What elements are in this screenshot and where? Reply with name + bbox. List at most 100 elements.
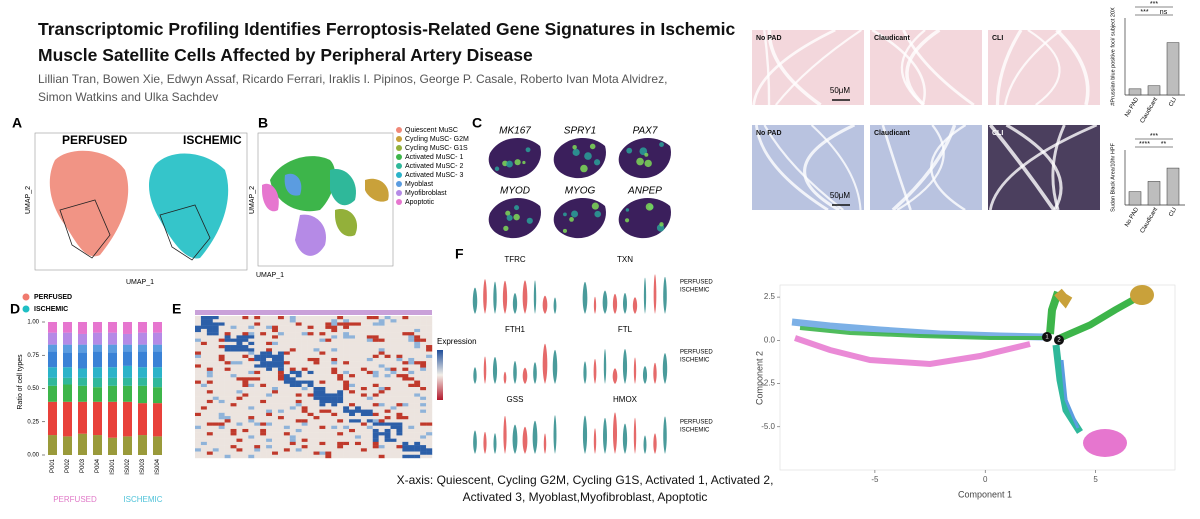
violin: [512, 293, 518, 314]
heatmap-cell: [218, 335, 225, 339]
heatmap-cell: [372, 354, 379, 359]
heatmap-cell: [378, 377, 385, 381]
heatmap-cell: [349, 438, 356, 443]
heatmap-cell: [372, 325, 379, 330]
heatmap-cell: [254, 419, 261, 423]
heatmap-cell: [200, 441, 208, 446]
heatmap-cell: [218, 416, 225, 420]
heatmap-cell: [366, 387, 373, 391]
heatmap-cell: [366, 370, 373, 375]
heatmap-cell: [301, 332, 308, 336]
x-tick-label: Claudicant: [1140, 97, 1160, 125]
heatmap-cell: [426, 399, 433, 404]
heatmap-cell: [254, 445, 261, 449]
heatmap-cell: [313, 451, 320, 455]
heatmap-cell: [289, 419, 296, 423]
heatmap-cell: [254, 441, 261, 446]
heatmap-cell: [277, 332, 285, 336]
heatmap-cell: [390, 438, 397, 443]
branch-node: 1: [1045, 335, 1049, 341]
heatmap-cell: [420, 454, 427, 459]
violin: [473, 367, 477, 384]
heatmap-cell: [408, 399, 415, 404]
heatmap-cell: [200, 438, 208, 443]
heatmap-cell: [266, 393, 273, 397]
heatmap-cell: [349, 325, 356, 330]
heatmap-cell: [366, 422, 373, 426]
heatmap-cell: [420, 348, 427, 352]
feature-spot: [571, 210, 579, 218]
heatmap-cell: [372, 316, 379, 320]
heatmap-cell: [390, 412, 397, 417]
heatmap-cell: [420, 432, 427, 436]
heatmap-cell: [384, 354, 391, 359]
heatmap-cell: [372, 328, 379, 333]
heatmap-cell: [277, 448, 285, 452]
gene-label: FTH1: [505, 325, 526, 334]
heatmap-cell: [200, 445, 208, 449]
gene-label: MK167: [499, 126, 531, 137]
heatmap-cell: [337, 332, 344, 336]
heatmap-cell: [212, 380, 219, 384]
heatmap-cell: [224, 438, 231, 443]
heatmap-cell: [283, 338, 290, 343]
heatmap-cell: [206, 370, 213, 375]
heatmap-cell: [272, 435, 279, 439]
bar-segment: [63, 352, 72, 368]
violin: [472, 287, 478, 314]
heatmap-cell: [343, 390, 350, 394]
heatmap-cell: [260, 445, 267, 449]
heatmap-cell: [331, 370, 338, 375]
heatmap-cell: [331, 390, 338, 394]
heatmap-cell: [254, 377, 261, 381]
tissue-gap: [995, 29, 1023, 106]
heatmap-cell: [384, 325, 391, 330]
significance-label: ***: [1150, 133, 1158, 140]
heatmap-cell: [402, 380, 409, 384]
heatmap-cell: [354, 441, 362, 446]
heatmap-cell: [224, 361, 231, 365]
heatmap-cell: [272, 328, 279, 333]
heatmap-cell: [349, 435, 356, 439]
heatmap-cell: [378, 419, 385, 423]
heatmap-cell: [254, 406, 261, 410]
heatmap-cell: [200, 328, 208, 333]
x-tick-label: Claudicant: [1140, 207, 1160, 235]
heatmap-cell: [354, 396, 362, 401]
heatmap-cell: [396, 348, 403, 352]
heatmap-cell: [289, 325, 296, 330]
heatmap-cell: [378, 335, 385, 339]
heatmap-cell: [426, 396, 433, 401]
heatmap-cell: [319, 374, 326, 378]
heatmap-cell: [254, 319, 261, 323]
panel-a-shape: [159, 204, 211, 261]
heatmap-cell: [343, 383, 350, 388]
heatmap-cell: [384, 377, 391, 381]
heatmap-cell: [224, 364, 231, 368]
heatmap-cell: [206, 319, 213, 323]
heatmap-cell: [426, 348, 433, 352]
tissue-gap: [988, 123, 1056, 212]
heatmap-cell: [360, 448, 368, 452]
heatmap-cell: [254, 354, 261, 359]
heatmap-cell: [289, 351, 296, 355]
heatmap-cell: [236, 448, 243, 452]
heatmap-cell: [289, 412, 296, 417]
heatmap-cell: [331, 432, 338, 436]
heatmap-cell: [372, 357, 379, 362]
bar-segment: [93, 377, 102, 388]
heatmap-cell: [325, 422, 332, 426]
heatmap-cell: [266, 451, 273, 455]
heatmap-cell: [408, 345, 415, 349]
legend-swatch: [22, 305, 30, 313]
heatmap-cell: [349, 370, 356, 375]
heatmap-cell: [212, 383, 219, 388]
heatmap-cell: [349, 367, 356, 372]
heatmap-cell: [283, 322, 290, 326]
tissue-gap: [896, 124, 945, 211]
heatmap-cell: [396, 445, 403, 449]
heatmap-cell: [343, 403, 350, 407]
heatmap-cell: [195, 361, 202, 365]
heatmap-cell: [307, 316, 314, 320]
feature-spot: [569, 217, 574, 222]
